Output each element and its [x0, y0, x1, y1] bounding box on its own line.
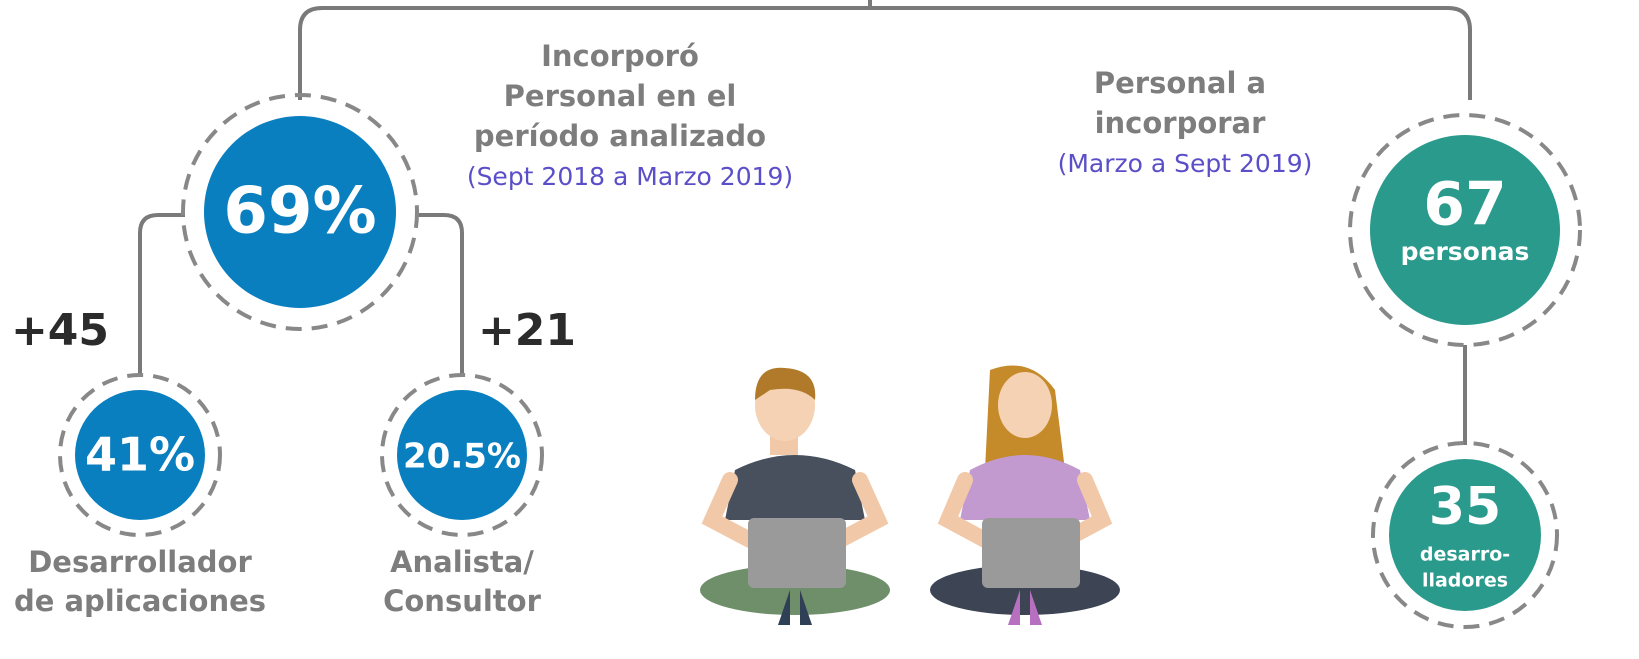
sub-number: 35 — [1429, 477, 1501, 537]
dashed-ring — [181, 93, 419, 331]
share: 20.5% — [403, 437, 521, 477]
count: +21 — [478, 305, 576, 356]
heading: período analizado — [474, 119, 766, 153]
role: Consultor — [383, 584, 541, 618]
woman-illustration — [930, 365, 1120, 625]
sub-unit: lladores — [1422, 570, 1508, 592]
total: 69% — [223, 175, 376, 249]
dashed-ring — [1371, 441, 1559, 629]
circle — [204, 116, 396, 308]
heading: Personal a — [1094, 66, 1266, 100]
circle — [397, 390, 527, 520]
right-connector — [415, 213, 464, 375]
man-illustration — [700, 367, 890, 625]
circle — [75, 390, 205, 520]
total-unit: personas — [1401, 237, 1530, 266]
heading: Personal en el — [504, 79, 737, 113]
dashed-ring — [380, 373, 544, 537]
top-connector — [298, 6, 1472, 100]
period: (Sept 2018 a Marzo 2019) — [467, 162, 793, 191]
connectors — [138, 0, 1472, 445]
circle — [1389, 459, 1541, 611]
sub-unit: desarro- — [1420, 544, 1510, 566]
share: 41% — [85, 428, 195, 482]
total-number: 67 — [1423, 170, 1507, 240]
period: (Marzo a Sept 2019) — [1058, 149, 1313, 178]
heading: incorporar — [1095, 106, 1267, 140]
role: Analista/ — [390, 545, 534, 579]
circle — [1370, 135, 1560, 325]
left-connector — [138, 213, 185, 375]
heading: Incorporó — [541, 39, 699, 73]
dashed-ring — [1348, 113, 1582, 347]
count: +45 — [11, 305, 109, 356]
role: Desarrollador — [28, 545, 252, 579]
dashed-ring — [58, 373, 222, 537]
role: de aplicaciones — [14, 584, 266, 618]
